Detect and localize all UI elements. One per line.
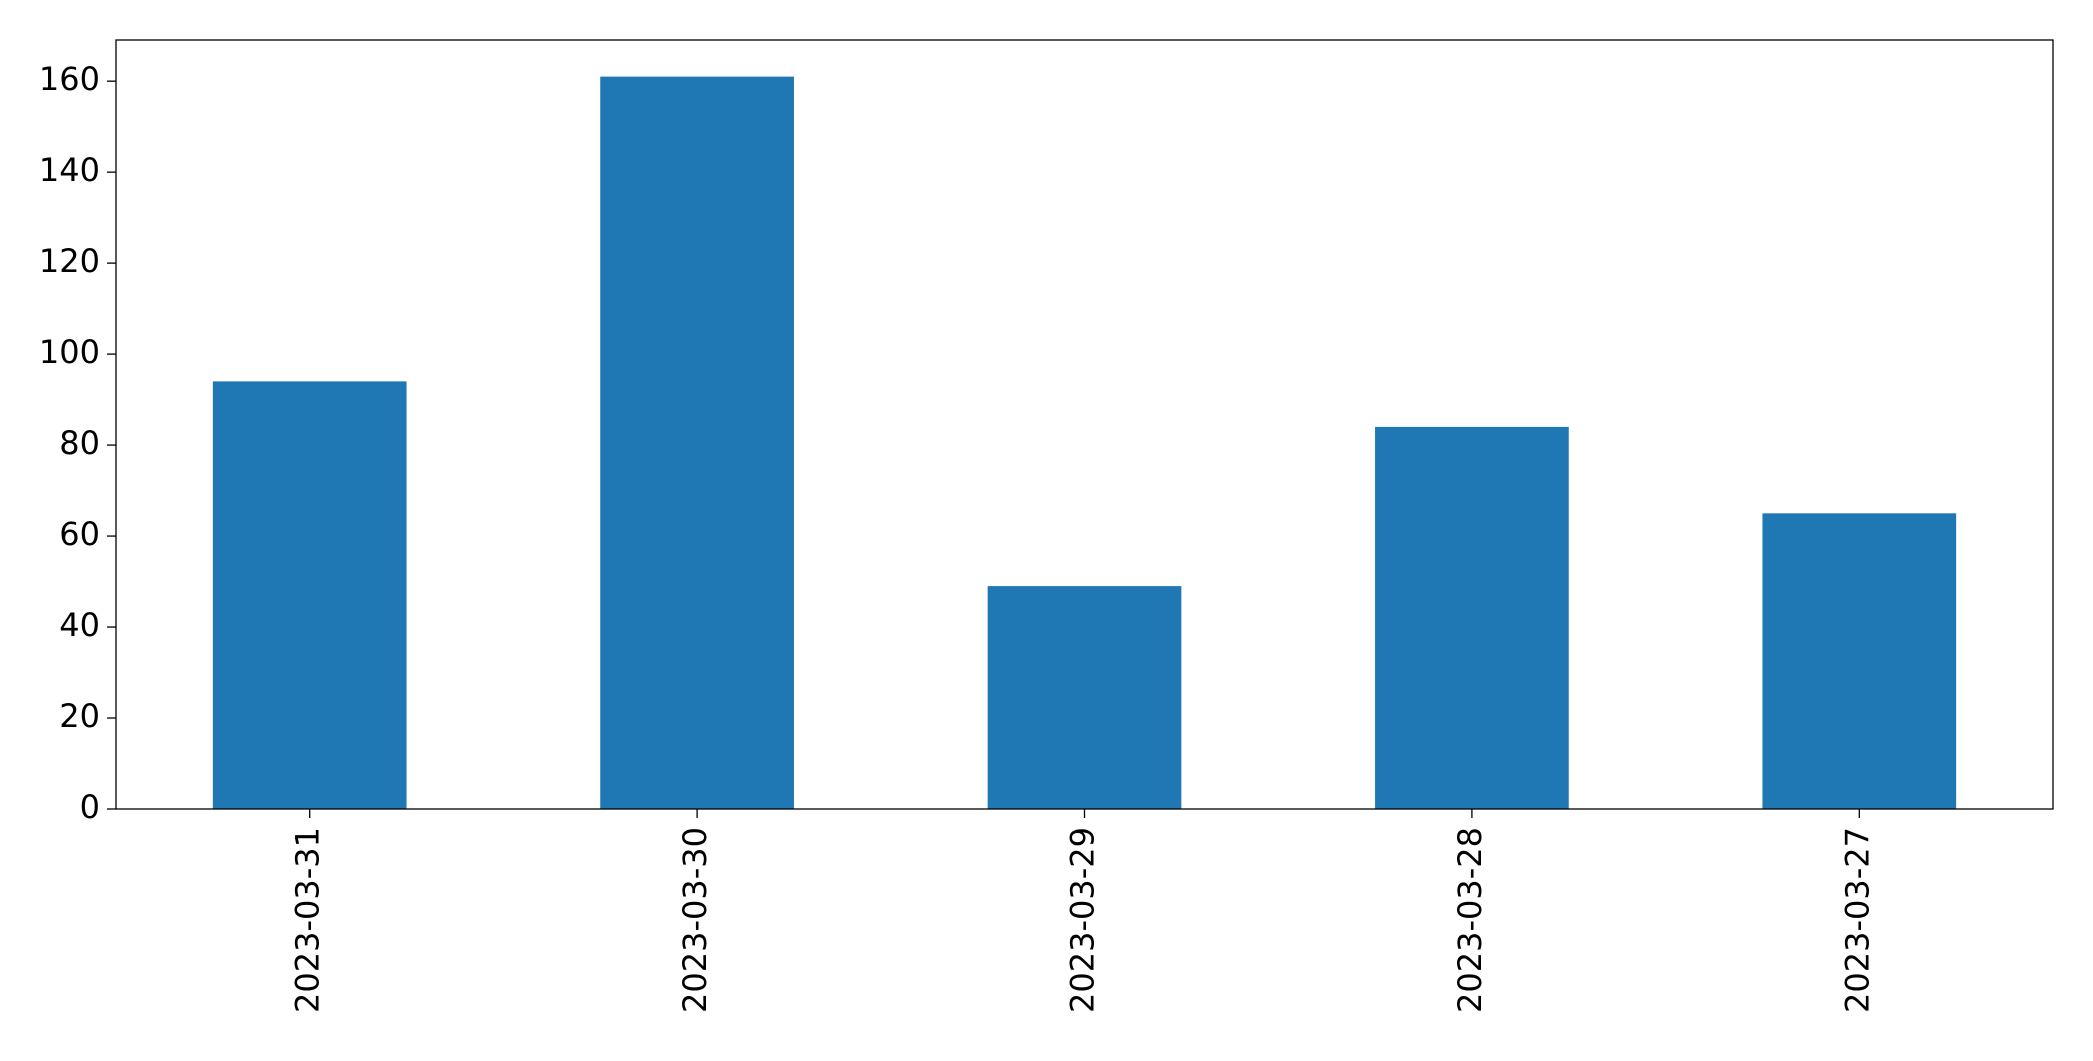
bar [212,381,407,809]
bar [600,76,794,810]
y-tick-label: 0 [80,788,100,826]
y-tick-label: 160 [39,60,100,98]
plot-frame [115,39,2054,810]
y-tick-label: 60 [59,515,100,553]
x-tick-label: 2023-03-31 [289,827,327,1013]
y-tick-label: 80 [59,424,100,462]
x-tick-label: 2023-03-29 [1064,827,1102,1013]
y-tick-label: 140 [39,151,100,189]
bar [987,586,1182,809]
y-tick-label: 100 [39,333,100,371]
y-tick-label: 40 [59,606,100,644]
bar [1762,513,1957,809]
x-tick-label: 2023-03-27 [1838,827,1876,1013]
bar [1375,426,1569,809]
y-tick-label: 20 [59,697,100,735]
x-tick-label: 2023-03-30 [676,827,714,1013]
y-tick-label: 120 [39,242,100,280]
x-tick-label: 2023-03-28 [1451,827,1489,1013]
